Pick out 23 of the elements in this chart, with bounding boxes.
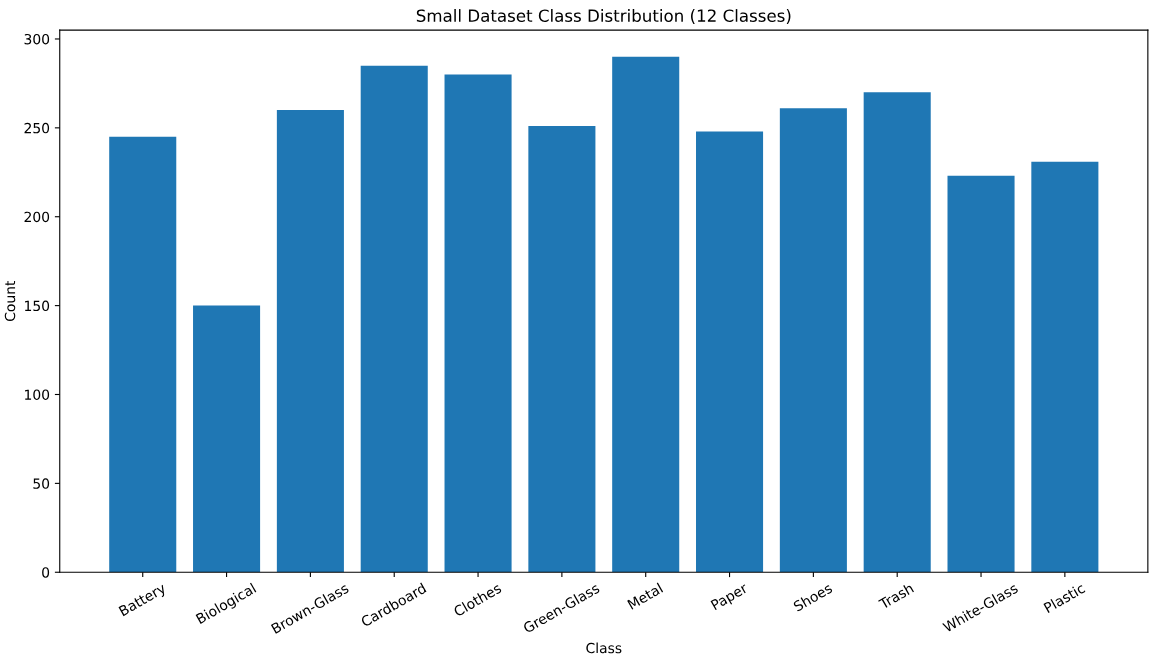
- bar: [444, 74, 512, 573]
- y-tick-label: 250: [24, 122, 50, 134]
- bar: [360, 65, 428, 573]
- bar: [947, 175, 1015, 573]
- y-axis-title: Count: [4, 280, 16, 322]
- chart-title: Small Dataset Class Distribution (12 Classes): [416, 9, 791, 24]
- y-tick-label: 200: [24, 211, 50, 223]
- y-tick-label: 100: [25, 389, 50, 400]
- bar: [696, 131, 764, 573]
- x-tick-label: Trash: [877, 582, 915, 610]
- bar: [779, 108, 847, 573]
- bar: [1031, 161, 1099, 573]
- y-tick-label: 0: [42, 567, 50, 578]
- x-axis-title: Class: [586, 642, 622, 654]
- y-tick-label: 150: [25, 300, 50, 312]
- bar: [109, 136, 177, 573]
- bar: [528, 126, 596, 573]
- bar: [612, 56, 680, 573]
- y-tick-label: 300: [24, 33, 50, 45]
- bar: [276, 110, 344, 573]
- bar: [193, 305, 261, 573]
- bar: [863, 92, 931, 573]
- y-tick-label: 50: [33, 478, 50, 489]
